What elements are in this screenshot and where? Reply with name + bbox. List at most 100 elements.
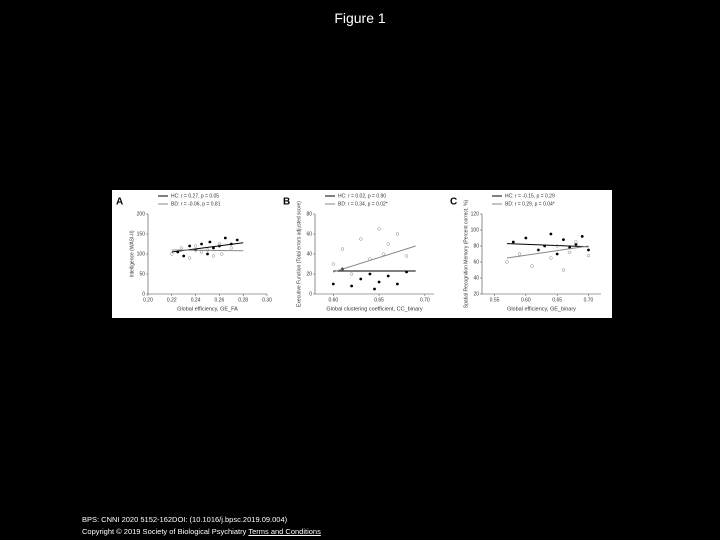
x-tick-label: 0.55	[490, 297, 500, 303]
y-tick-label: 0	[142, 291, 145, 297]
point	[555, 252, 559, 256]
x-tick-label: 0.65	[374, 297, 384, 303]
y-tick-label: 60	[306, 231, 312, 237]
y-tick-label: 50	[139, 271, 145, 277]
x-tick-label: 0.24	[191, 297, 201, 303]
y-tick-label: 20	[306, 271, 312, 277]
y-axis-label: Intelligence (WASI-II)	[129, 230, 135, 277]
fit-line	[506, 245, 589, 259]
point	[188, 244, 192, 248]
figure: A0.20 0.22 0.24 0.26 0.28 0.30050100150200Glo…	[112, 190, 612, 318]
point	[211, 254, 216, 258]
x-tick-label: 0.20	[143, 297, 153, 303]
point	[179, 246, 183, 250]
point	[359, 277, 363, 281]
fit-line	[507, 243, 589, 248]
point	[586, 253, 591, 258]
x-tick-label: 0.70	[584, 297, 594, 303]
point	[200, 242, 203, 246]
y-tick-label: 100	[137, 251, 146, 257]
citation: BPS: CNNI 2020 5152-162DOI: (10.1016/j.b…	[82, 515, 288, 524]
point	[368, 272, 372, 276]
y-tick-label: 0	[309, 291, 312, 297]
point	[587, 248, 590, 252]
point	[373, 287, 376, 291]
fit-line	[333, 245, 416, 273]
point	[386, 274, 390, 278]
figure-background	[112, 190, 612, 318]
legend-label: BD: r = -0.06, p = 0.81	[171, 201, 221, 207]
point	[331, 282, 335, 286]
x-tick-label: 0.60	[328, 297, 338, 303]
legend-label: HC: r = -0.15, p = 0.29	[505, 193, 555, 199]
y-axis-label: Executive Function (Total errors adjuste…	[296, 201, 302, 307]
x-axis-label: Global efficiency, GE_FA	[177, 306, 238, 312]
point	[340, 247, 345, 251]
footer: BPS: CNNI 2020 5152-162DOI: (10.1016/j.b…	[82, 514, 321, 538]
y-tick-label: 150	[137, 231, 146, 237]
point	[188, 256, 192, 260]
point	[530, 264, 534, 268]
terms-link[interactable]: Terms and Conditions	[248, 527, 321, 536]
legend-label: BD: r = 0.34, p = 0.02*	[338, 201, 388, 207]
point	[574, 243, 578, 246]
point	[580, 235, 584, 238]
y-tick-label: 20	[473, 291, 479, 297]
panel-label: A	[116, 197, 123, 208]
point	[524, 236, 528, 240]
slide-title: Figure 1	[334, 10, 386, 26]
point	[511, 240, 515, 244]
point	[536, 248, 540, 252]
point	[574, 240, 578, 244]
point	[395, 232, 400, 236]
point	[349, 272, 354, 276]
x-axis-label: Global efficiency, GE_binary	[507, 306, 576, 312]
x-tick-label: 0.28	[238, 297, 248, 303]
x-tick-label: 0.26	[215, 297, 225, 303]
y-tick-label: 40	[306, 251, 312, 257]
point	[212, 246, 215, 250]
x-tick-label: 0.30	[262, 297, 272, 303]
point	[386, 242, 390, 246]
point	[331, 262, 335, 266]
y-tick-label: 100	[471, 227, 480, 233]
point	[561, 268, 566, 272]
copyright: Copyright © 2019 Society of Biological P…	[82, 527, 247, 536]
y-tick-label: 60	[473, 259, 479, 265]
point	[229, 246, 233, 250]
point	[182, 254, 186, 258]
point	[549, 256, 553, 260]
y-axis-label: Spatial Recognition Memory (Percent corr…	[463, 199, 469, 308]
panel-label: B	[283, 197, 290, 208]
y-tick-label: 80	[306, 211, 312, 217]
point	[404, 254, 409, 258]
y-tick-label: 120	[471, 211, 480, 217]
y-tick-label: 80	[473, 243, 479, 249]
x-tick-label: 0.65	[552, 297, 562, 303]
point	[505, 260, 509, 264]
point	[568, 250, 572, 255]
fit-line	[171, 249, 244, 252]
point	[359, 237, 363, 241]
y-tick-label: 40	[473, 275, 479, 281]
point	[206, 252, 209, 256]
point	[536, 248, 541, 252]
y-tick-label: 200	[137, 211, 146, 217]
point	[208, 240, 212, 244]
point	[549, 232, 553, 236]
point	[517, 252, 522, 256]
point	[382, 252, 386, 256]
point	[377, 280, 381, 284]
point	[350, 284, 354, 288]
panel-label: C	[450, 197, 457, 208]
legend-label: HC: r = 0.02, p = 0.90	[338, 193, 386, 199]
point	[193, 244, 198, 248]
point	[220, 252, 224, 256]
point	[235, 238, 239, 242]
x-tick-label: 0.22	[167, 297, 177, 303]
legend-label: HC: r = 0.27, p = 0.05	[171, 193, 219, 199]
point	[223, 236, 227, 240]
copyright-line: Copyright © 2019 Society of Biological P…	[82, 526, 321, 538]
point	[377, 227, 381, 231]
